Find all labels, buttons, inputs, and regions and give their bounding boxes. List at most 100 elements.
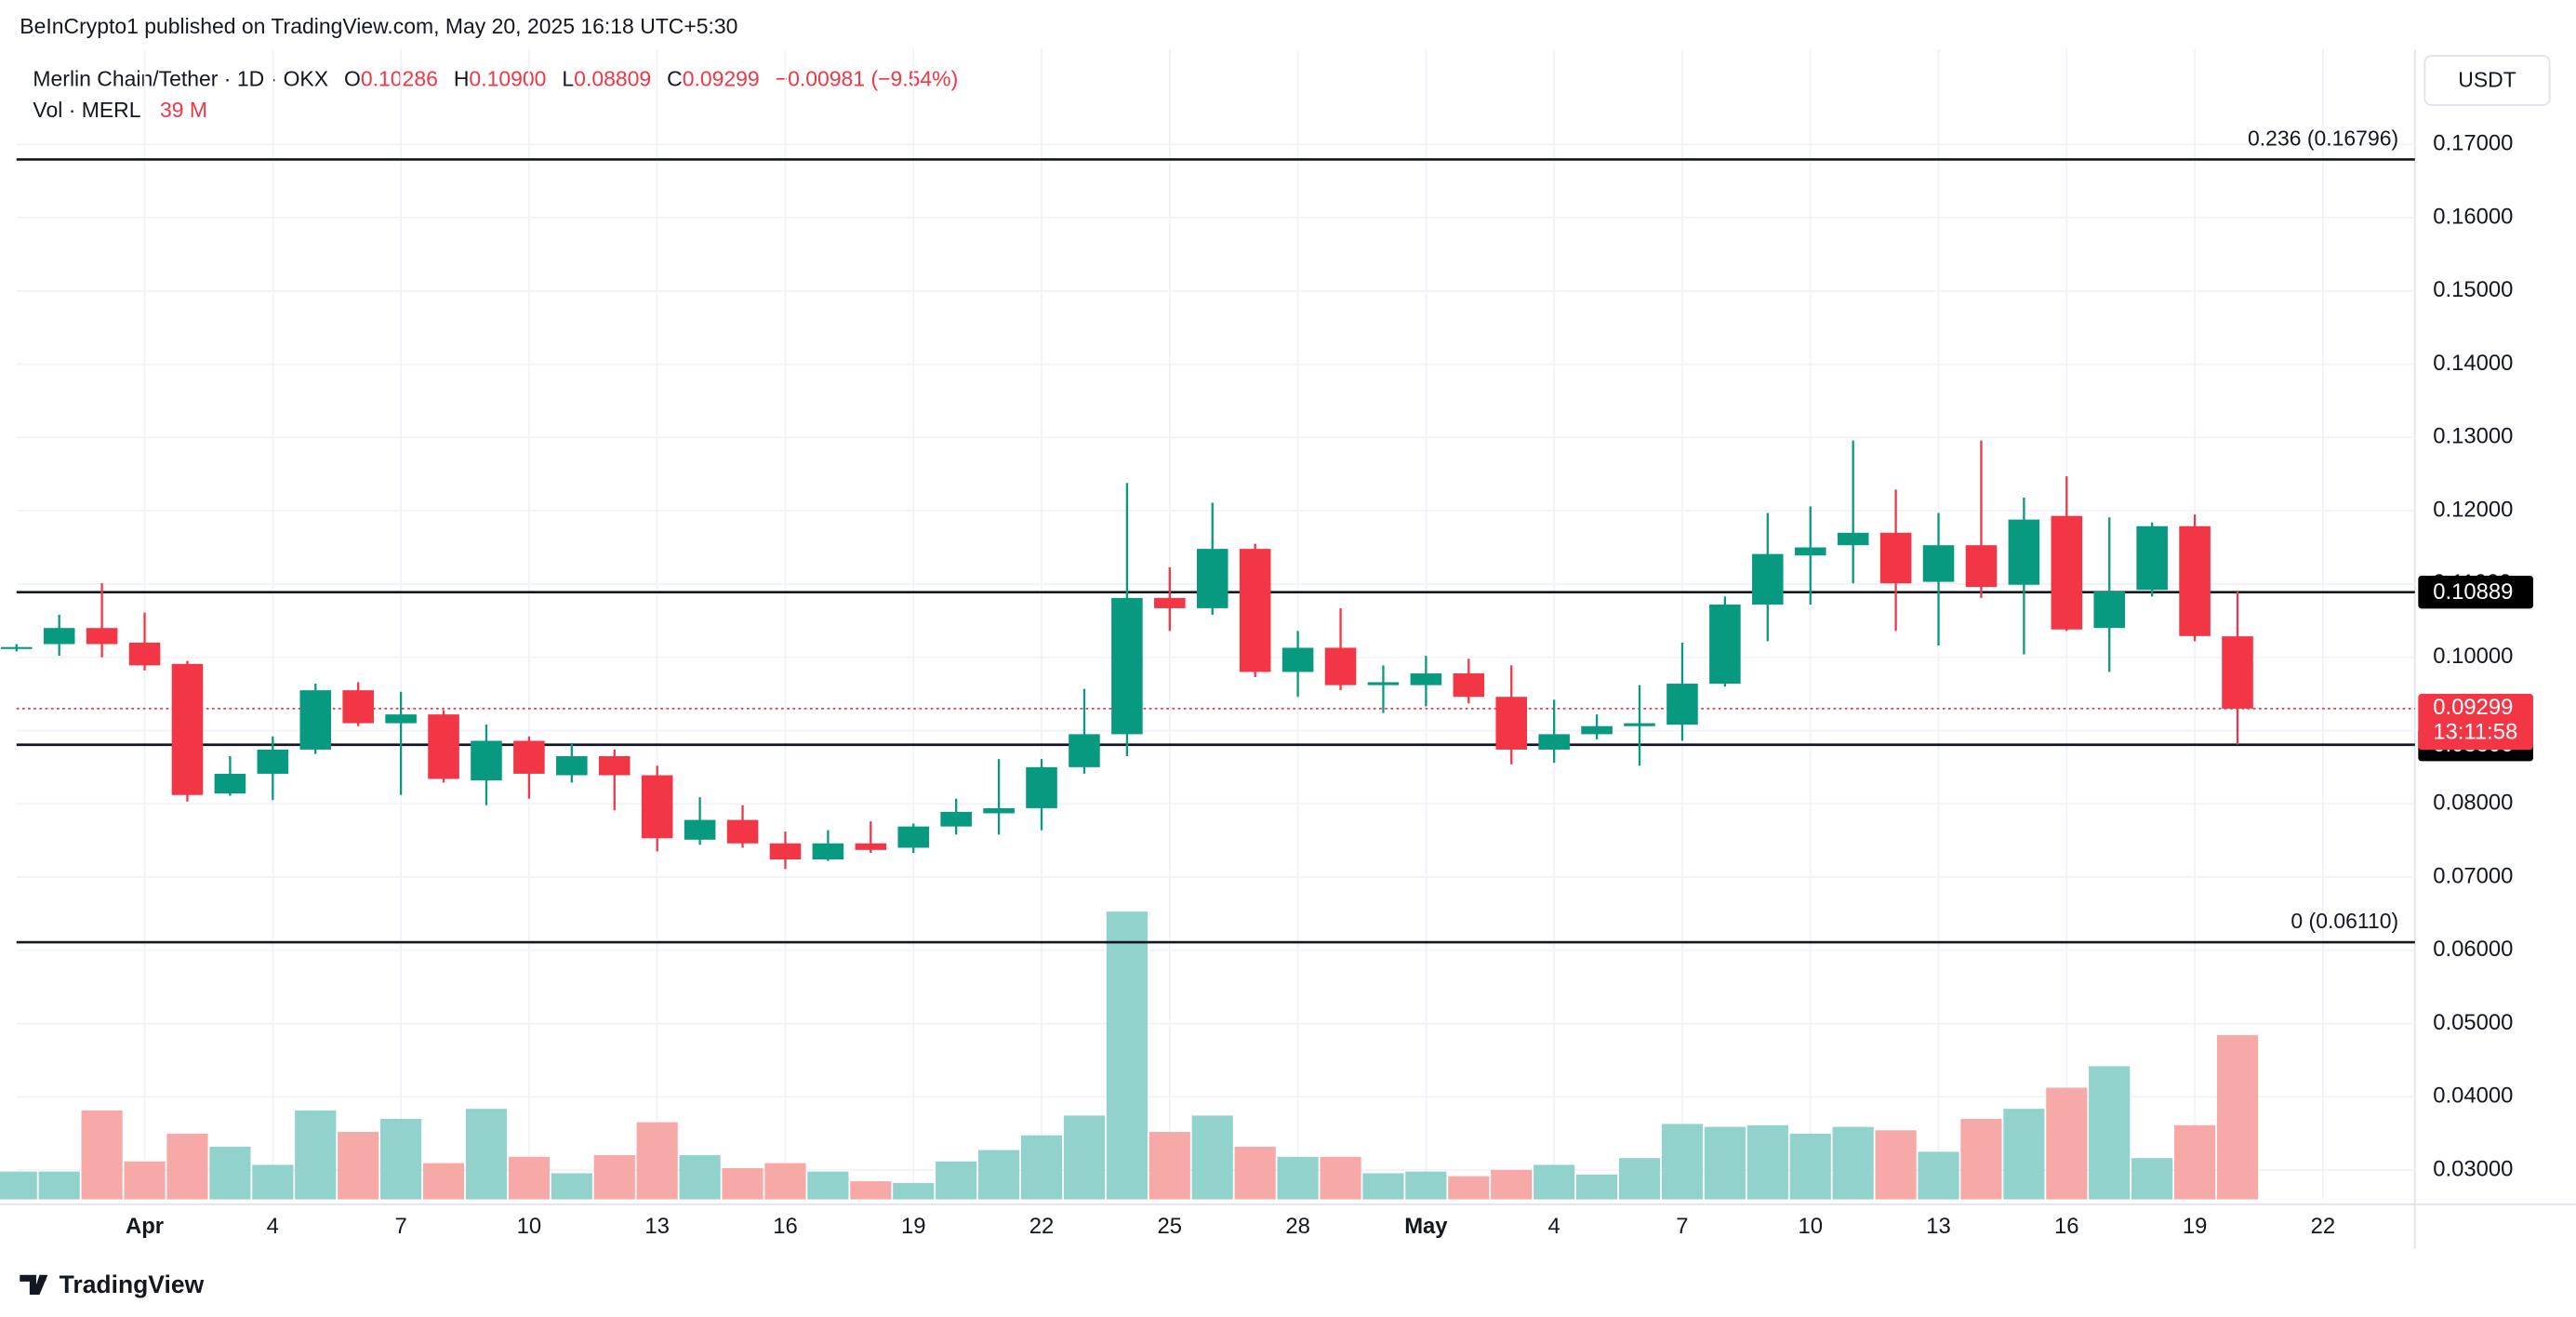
x-tick-label: 19 bbox=[2183, 1214, 2208, 1239]
volume-bar bbox=[764, 1163, 806, 1200]
currency[interactable]: USDT bbox=[2458, 68, 2516, 92]
volume-bar bbox=[1491, 1169, 1533, 1200]
candle-body bbox=[855, 843, 887, 850]
y-tick-label: 0.12000 bbox=[2433, 497, 2513, 522]
volume-bar bbox=[893, 1182, 935, 1200]
x-tick-label: 22 bbox=[1029, 1214, 1055, 1239]
last-price-label: 0.09299 bbox=[2433, 695, 2513, 720]
volume-bar bbox=[807, 1171, 849, 1200]
candle-body bbox=[86, 628, 118, 645]
candle-body bbox=[1324, 647, 1357, 685]
volume-bar bbox=[2003, 1109, 2045, 1200]
candle-body bbox=[171, 663, 204, 795]
y-tick-label: 0.17000 bbox=[2433, 131, 2513, 156]
candle-body bbox=[641, 775, 673, 839]
volume-bar bbox=[1063, 1115, 1106, 1200]
candle-body bbox=[769, 843, 802, 860]
volume-bar bbox=[295, 1110, 337, 1200]
volume-bar bbox=[1191, 1115, 1233, 1200]
candle-body bbox=[128, 642, 161, 666]
volume-bar bbox=[81, 1110, 123, 1200]
y-tick-label: 0.06000 bbox=[2433, 937, 2513, 962]
volume-bar bbox=[936, 1161, 977, 1200]
candle-body bbox=[2222, 636, 2253, 709]
candle-body bbox=[1624, 723, 1655, 726]
candle-body bbox=[1752, 553, 1784, 605]
candle-body bbox=[471, 740, 502, 781]
volume-value: 39 M bbox=[160, 98, 207, 122]
candle-body bbox=[2136, 525, 2168, 591]
y-tick-label: 0.14000 bbox=[2433, 351, 2513, 376]
candle-body bbox=[2008, 519, 2040, 585]
y-tick-label: 0.10000 bbox=[2433, 644, 2513, 669]
volume-bar bbox=[679, 1154, 721, 1200]
volume-bar bbox=[1661, 1124, 1704, 1200]
publisher-note: BeInCrypto1 published on TradingView.com… bbox=[20, 14, 737, 38]
volume-bar bbox=[1534, 1164, 1575, 1200]
x-tick-label: 4 bbox=[1548, 1214, 1560, 1239]
candle-body bbox=[1495, 697, 1528, 750]
candle-body bbox=[1154, 597, 1186, 608]
x-tick-label: 28 bbox=[1285, 1214, 1310, 1239]
volume-bar bbox=[636, 1122, 678, 1200]
ohlc-value: 0.09299 bbox=[683, 67, 760, 91]
candle-body bbox=[385, 714, 417, 724]
y-tick-label: 0.15000 bbox=[2433, 277, 2513, 302]
candle-body bbox=[1794, 547, 1826, 556]
y-tick-label: 0.16000 bbox=[2433, 204, 2513, 229]
change: −0.00981 (−9.54%) bbox=[776, 67, 959, 91]
candle-body bbox=[1666, 684, 1698, 725]
countdown: 13:11:58 bbox=[2433, 720, 2517, 745]
candle-body bbox=[513, 740, 545, 774]
x-tick-label: 7 bbox=[1676, 1214, 1688, 1239]
x-tick-label: 19 bbox=[901, 1214, 926, 1239]
price-line-label: 0.10889 bbox=[2433, 579, 2513, 605]
candle-body bbox=[1581, 725, 1613, 735]
last-price-tag bbox=[2418, 694, 2533, 751]
candle-body bbox=[428, 714, 459, 779]
volume-bar bbox=[1320, 1156, 1361, 1200]
volume-bar bbox=[166, 1133, 208, 1200]
y-tick-label: 0.13000 bbox=[2433, 424, 2513, 449]
y-tick-label: 0.08000 bbox=[2433, 791, 2513, 816]
candle-body bbox=[1281, 647, 1314, 672]
volume-bar bbox=[1576, 1174, 1618, 1200]
x-tick-label: 7 bbox=[394, 1214, 406, 1239]
volume-bar bbox=[252, 1164, 294, 1200]
x-tick-label: 13 bbox=[1926, 1214, 1951, 1239]
volume-bar bbox=[380, 1119, 422, 1200]
candle-body bbox=[2051, 515, 2083, 630]
ohlc-key: H bbox=[454, 67, 470, 91]
volume-bar bbox=[850, 1181, 892, 1200]
volume-bar bbox=[422, 1163, 465, 1200]
candle-body bbox=[1837, 532, 1869, 546]
fib-label: 0 (0.06110) bbox=[2291, 909, 2398, 933]
volume-bar bbox=[124, 1161, 166, 1200]
volume-bar bbox=[1704, 1126, 1746, 1200]
logo-dot bbox=[39, 1275, 46, 1283]
volume-legend: Vol · MERL 39 M bbox=[33, 98, 207, 122]
price-line-tag bbox=[2418, 576, 2533, 609]
currency-button[interactable] bbox=[2423, 55, 2551, 106]
volume-bar bbox=[551, 1173, 592, 1200]
axis-layer: 0.03000 0.04000 0.05000 0.06000 0.07000 0.080… bbox=[126, 131, 2533, 1239]
volume-bar bbox=[978, 1150, 1020, 1200]
tradingview-logo: TradingView bbox=[20, 1270, 205, 1298]
volume-bar bbox=[1277, 1156, 1319, 1200]
volume-bar bbox=[1960, 1119, 2002, 1200]
x-tick-label: 4 bbox=[267, 1214, 279, 1239]
ohlc-value: 0.10900 bbox=[469, 67, 546, 91]
volume-bar bbox=[2216, 1034, 2259, 1200]
y-tick-label: 0.03000 bbox=[2433, 1156, 2513, 1181]
x-tick-label: May bbox=[1404, 1214, 1448, 1239]
candle-body bbox=[726, 819, 759, 844]
x-tick-label: 16 bbox=[2054, 1214, 2079, 1239]
candle-body bbox=[342, 690, 374, 724]
volume-bar bbox=[1020, 1135, 1063, 1200]
volume-bar bbox=[1789, 1133, 1831, 1200]
candle-body bbox=[1026, 766, 1057, 808]
candle-body bbox=[43, 628, 75, 645]
volume-bar bbox=[1234, 1146, 1276, 1200]
volume-bar bbox=[593, 1154, 635, 1200]
